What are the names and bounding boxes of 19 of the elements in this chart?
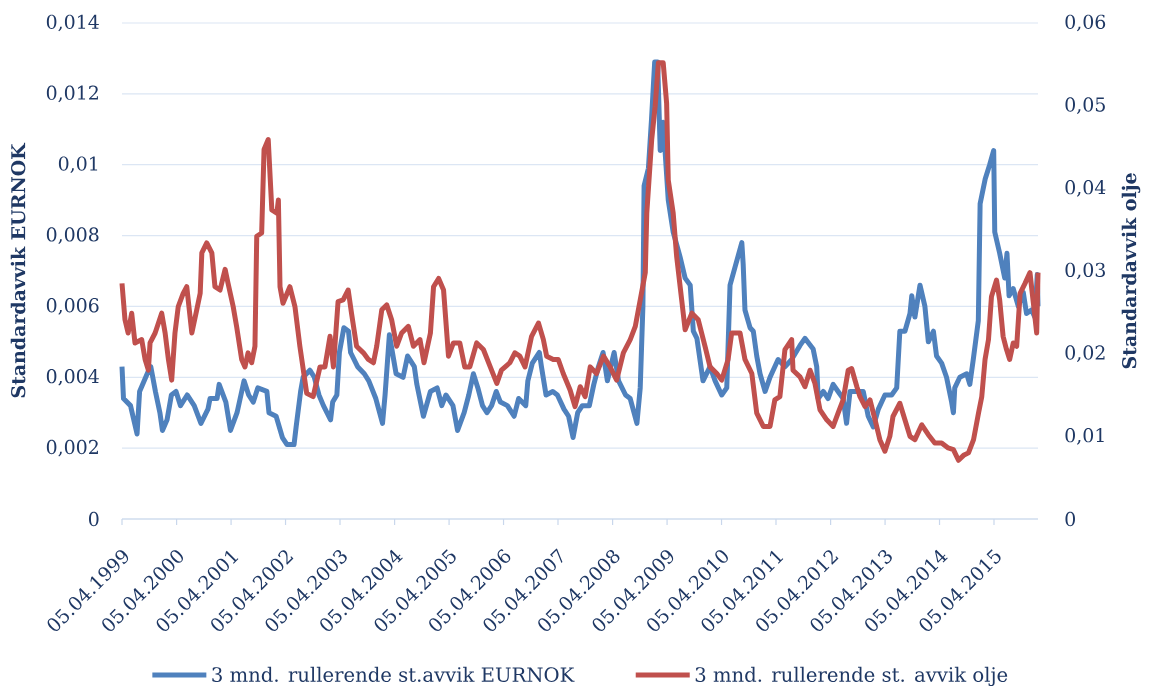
y-axis-title: Standardavvik EURNOK (10, 142, 26, 398)
y2-tick-label: 0 (1065, 511, 1075, 527)
y2-axis-title: Standardavvik olje (1121, 173, 1141, 369)
legend-label: 3 mnd. rullerende st.avvik EURNOK (212, 666, 575, 682)
y2-tick-label: 0,03 (1065, 262, 1105, 280)
y2-tick-label: 0,04 (1065, 180, 1106, 197)
y-tick-label: 0,008 (46, 227, 99, 244)
legend-label: 3 mnd. rullerende st. avvik olje (695, 666, 1008, 687)
y-tick-label: 0,002 (46, 439, 98, 457)
y2-tick-label: 0,05 (1065, 97, 1105, 114)
y-tick-label: 0,012 (46, 85, 98, 103)
y-tick-label: 0 (89, 511, 99, 527)
y-tick-label: 0,014 (46, 14, 99, 32)
y-tick-label: 0,004 (46, 368, 99, 386)
y2-tick-label: 0,06 (1065, 14, 1106, 32)
y2-tick-label: 0,02 (1065, 345, 1105, 362)
y2-tick-label: 0,01 (1065, 428, 1104, 445)
y-tick-label: 0,006 (46, 298, 99, 315)
y-tick-label: 0,01 (58, 156, 98, 174)
